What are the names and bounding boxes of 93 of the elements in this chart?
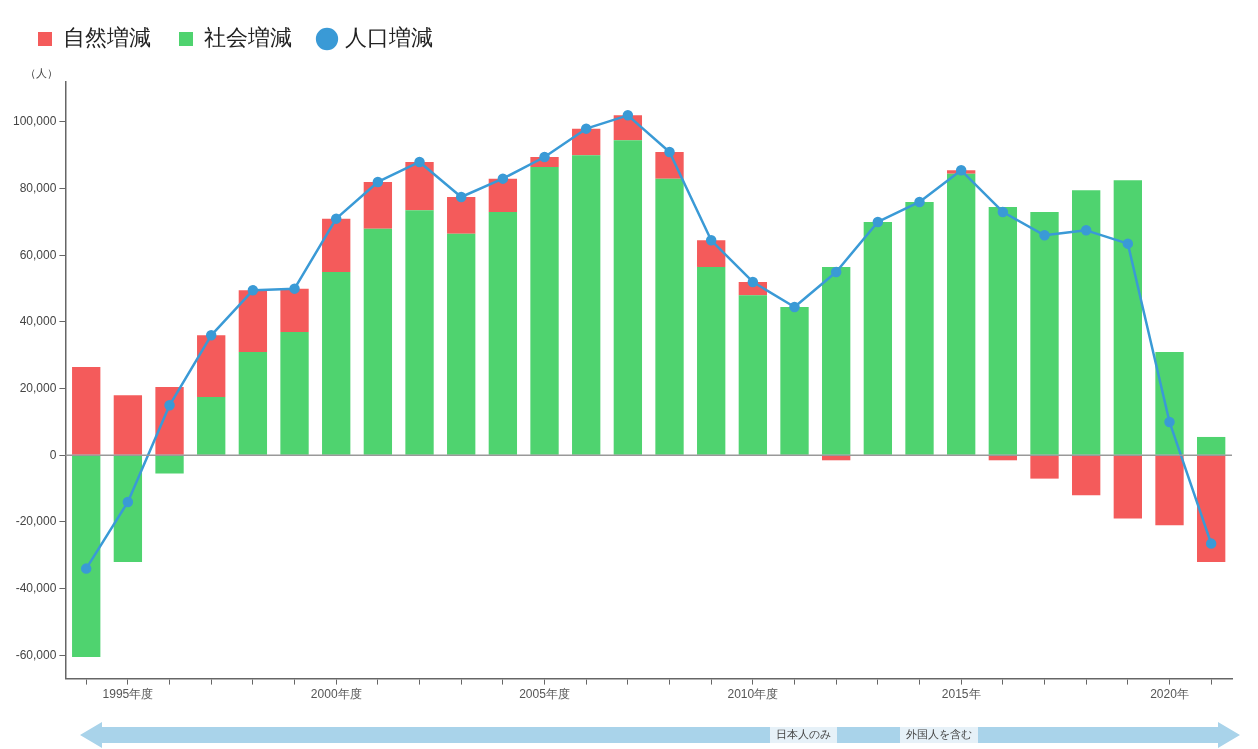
bar xyxy=(322,218,351,272)
bar xyxy=(905,201,934,455)
bar xyxy=(1197,455,1226,562)
bar xyxy=(1113,455,1142,519)
bar xyxy=(363,181,393,229)
bar xyxy=(530,166,559,455)
point xyxy=(789,301,800,313)
point xyxy=(247,285,259,296)
point xyxy=(914,196,925,208)
bar xyxy=(1155,455,1184,526)
bar xyxy=(363,228,393,455)
bar xyxy=(863,221,893,455)
y-tick-label: -20,000 xyxy=(15,514,57,529)
bar xyxy=(155,455,184,474)
bar xyxy=(238,290,268,352)
point xyxy=(1122,238,1134,249)
bar xyxy=(197,396,226,455)
bar xyxy=(780,306,809,455)
bar xyxy=(1197,436,1226,455)
y-tick-label: -40,000 xyxy=(15,580,57,595)
bar xyxy=(655,178,684,455)
bar xyxy=(697,266,726,455)
bar xyxy=(280,288,309,332)
bar xyxy=(113,455,143,562)
bar xyxy=(947,173,976,455)
point xyxy=(747,276,759,288)
x-tick-label: 2020年 xyxy=(1150,687,1189,702)
point xyxy=(205,330,217,341)
point xyxy=(455,191,467,203)
y-tick-label: 20,000 xyxy=(19,380,57,395)
point xyxy=(872,216,884,228)
point xyxy=(955,165,967,176)
point xyxy=(414,156,425,168)
y-tick-label: -60,000 xyxy=(15,647,57,662)
point xyxy=(122,496,134,508)
point xyxy=(830,266,842,278)
bar xyxy=(738,295,768,455)
text: 外国人を含む xyxy=(900,727,978,743)
bar xyxy=(238,351,268,455)
legend-label: 社会増減 xyxy=(204,24,292,50)
bar xyxy=(405,161,434,211)
bar xyxy=(697,240,726,267)
x-tick-label: 2000年度 xyxy=(310,687,362,702)
bar xyxy=(1030,455,1059,479)
bar xyxy=(822,266,851,455)
bar xyxy=(1113,180,1142,455)
point xyxy=(80,563,92,574)
y-tick-label: 80,000 xyxy=(19,180,57,195)
bar xyxy=(280,331,309,455)
x-tick-label: 2005年度 xyxy=(519,687,570,702)
point xyxy=(1080,225,1092,236)
point xyxy=(539,151,550,163)
x-tick-label: 1995年度 xyxy=(102,687,154,702)
point xyxy=(289,283,300,294)
point xyxy=(1039,230,1050,241)
bar xyxy=(447,196,476,234)
point xyxy=(580,123,592,134)
bar xyxy=(1072,455,1101,496)
bar xyxy=(72,455,101,657)
legend-label: 自然増減 xyxy=(63,24,151,50)
point xyxy=(622,110,634,121)
point xyxy=(1164,416,1175,428)
bar xyxy=(405,210,434,455)
bar xyxy=(988,206,1018,455)
bar xyxy=(1072,190,1101,455)
point xyxy=(664,146,675,158)
bar xyxy=(1030,211,1059,455)
bar xyxy=(488,211,518,455)
y-tick-label: 100,000 xyxy=(12,114,57,129)
point xyxy=(330,213,342,224)
x-tick-label: 2015年 xyxy=(941,687,981,702)
y-axis-title: （人） xyxy=(24,66,58,80)
y-tick-label: 0 xyxy=(49,447,57,462)
x-tick-label: 2010年度 xyxy=(727,687,779,702)
bar xyxy=(447,233,476,455)
bar xyxy=(1155,351,1184,455)
point xyxy=(1205,538,1217,549)
bar xyxy=(322,271,351,455)
bar xyxy=(113,395,143,455)
y-tick-label: 60,000 xyxy=(19,247,57,262)
point xyxy=(705,235,717,246)
bar xyxy=(197,335,226,397)
point xyxy=(497,173,509,184)
point xyxy=(997,206,1009,218)
point xyxy=(372,176,384,188)
bar xyxy=(488,178,518,212)
y-tick-label: 40,000 xyxy=(19,314,57,329)
bar xyxy=(72,366,101,455)
bar xyxy=(613,140,643,455)
bar xyxy=(572,155,601,455)
text: 日本人のみ xyxy=(770,727,837,743)
point xyxy=(164,400,175,411)
legend-label: 人口増減 xyxy=(345,24,433,50)
